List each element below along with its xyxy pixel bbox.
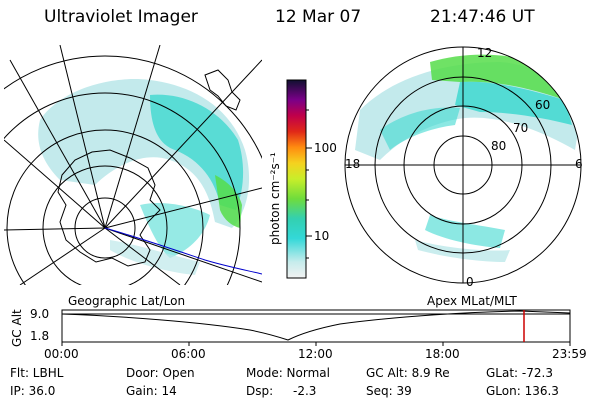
glon-info: GLon: 136.3 [486, 384, 559, 398]
date-label: 12 Mar 07 [275, 7, 362, 27]
geographic-caption: Geographic Lat/Lon [68, 294, 186, 308]
glat-info: GLat: -72.3 [486, 366, 553, 380]
colorbar-tick-100: 100 [314, 141, 337, 155]
gain-info: Gain: 14 [126, 384, 177, 398]
altitude-panel [61, 309, 571, 346]
mode-info: Mode: Normal [246, 366, 330, 380]
mlat-label-80: 80 [491, 139, 507, 153]
colorbar-unit-label: photon cm⁻²s⁻¹ [268, 152, 282, 245]
filter-info: Flt: LBHL [10, 366, 64, 380]
colorbar-ticks [306, 109, 312, 259]
apex-caption: Apex MLat/MLT [427, 294, 517, 308]
alt-tick-9: 9.0 [30, 307, 50, 321]
time-tick-1200: 12:00 [298, 347, 333, 361]
mlt-label-18: 18 [345, 157, 361, 171]
polar-plot [344, 46, 582, 284]
time-tick-0600: 06:00 [171, 347, 206, 361]
antarctic-coastline [57, 149, 161, 267]
auroral-emission-polar [355, 54, 580, 262]
geo-graticule [4, 45, 262, 285]
seq-info: Seq: 39 [366, 384, 412, 398]
mlat-label-60: 60 [535, 98, 551, 112]
mlt-label-12: 12 [477, 46, 493, 60]
altitude-curve [61, 310, 571, 341]
gc-alt-info: GC Alt: 8.9 Re [366, 366, 450, 380]
time-label: 21:47:46 UT [430, 7, 535, 27]
time-tick-2359: 23:59 [552, 347, 587, 361]
alt-tick-1-8: 1.8 [30, 329, 50, 343]
colorbar-tick-10: 10 [314, 229, 330, 243]
door-info: Door: Open [126, 366, 195, 380]
gc-alt-axis-label: GC Alt [10, 309, 24, 347]
mlt-label-0: 0 [466, 275, 474, 289]
mlat-label-70: 70 [513, 121, 529, 135]
dsp-value: -2.3 [293, 384, 317, 398]
geographic-map [4, 45, 262, 285]
ip-info: IP: 36.0 [10, 384, 56, 398]
dsp-info: Dsp: [246, 384, 274, 398]
satellite-track [104, 227, 262, 275]
time-tick-0000: 00:00 [44, 347, 79, 361]
instrument-title: Ultraviolet Imager [44, 7, 198, 27]
australia-coast [204, 69, 241, 111]
mlt-label-6: 6 [575, 157, 583, 171]
colorbar [286, 79, 307, 279]
time-tick-1800: 18:00 [425, 347, 460, 361]
